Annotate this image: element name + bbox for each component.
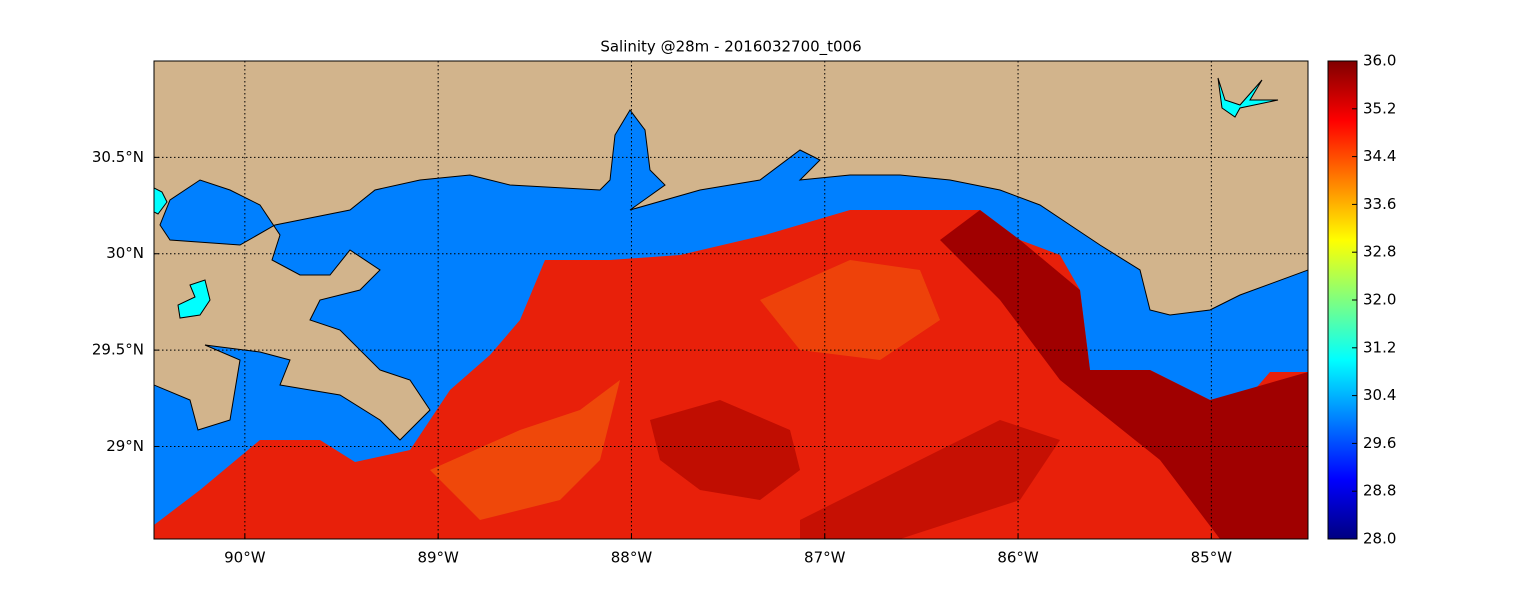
x-tick-label: 90°W: [224, 549, 266, 567]
salinity-field-dark: [650, 400, 800, 500]
x-tick-label: 86°W: [997, 549, 1039, 567]
colorbar-tick-label: 32.8: [1363, 243, 1396, 261]
map: [154, 61, 1308, 539]
colorbar-tick-label: 35.2: [1363, 99, 1396, 117]
x-tick-label: 89°W: [417, 549, 459, 567]
salinity-field-dark: [800, 420, 1060, 539]
salinity-field-orange: [760, 260, 940, 360]
colorbar-tick-label: 31.2: [1363, 338, 1396, 356]
salinity-field-dark: [940, 210, 1308, 539]
colorbar-tick-label: 30.4: [1363, 386, 1396, 404]
colorbar-tick-label: 34.4: [1363, 147, 1396, 165]
colorbar-tick-label: 28.8: [1363, 482, 1396, 500]
y-tick-label: 29°N: [106, 437, 144, 455]
colorbar-tick-label: 33.6: [1363, 195, 1396, 213]
x-tick-label: 87°W: [804, 549, 846, 567]
colorbar-tick-label: 29.6: [1363, 434, 1396, 452]
lake: [1217, 77, 1279, 118]
chart-title: Salinity @28m - 2016032700_t006: [600, 38, 861, 57]
plot-frame: [153, 60, 1309, 540]
colorbar-tick-label: 32.0: [1363, 291, 1396, 309]
lake: [177, 279, 211, 319]
salinity-field-orange: [430, 380, 620, 520]
lake: [154, 187, 168, 215]
y-tick-label: 30°N: [106, 244, 144, 262]
x-tick-label: 85°W: [1191, 549, 1233, 567]
colorbar-tick-label: 36.0: [1363, 52, 1396, 70]
colorbar-tick-label: 28.0: [1363, 530, 1396, 548]
y-tick-label: 29.5°N: [92, 341, 144, 359]
y-tick-label: 30.5°N: [92, 148, 144, 166]
x-tick-label: 88°W: [611, 549, 653, 567]
